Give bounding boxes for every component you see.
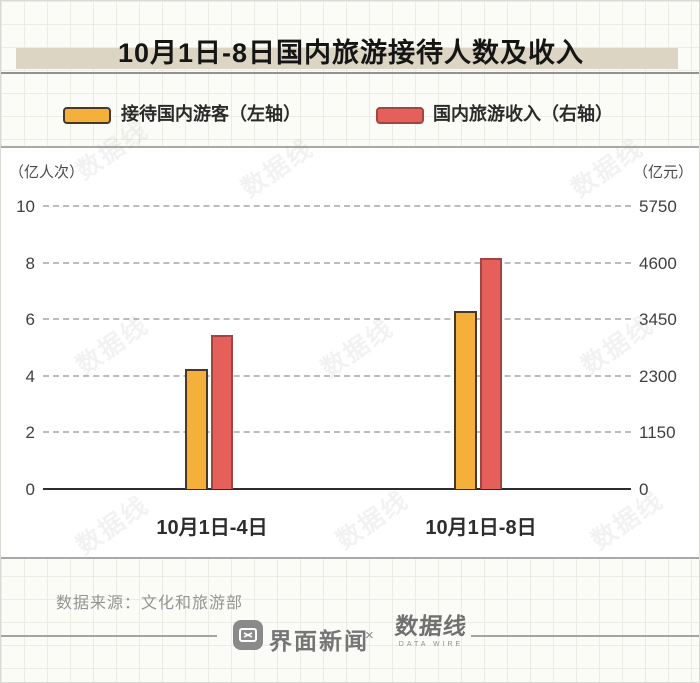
divider-below-chart bbox=[1, 557, 699, 559]
right-axis-tick-3450: 3450 bbox=[639, 310, 677, 330]
left-axis-tick-0: 0 bbox=[25, 480, 35, 499]
jiemian-news-logo-icon bbox=[233, 620, 263, 650]
gridline-10 bbox=[43, 205, 631, 207]
bar-visitors-group2 bbox=[454, 310, 477, 489]
left-axis-tick-6: 6 bbox=[25, 310, 35, 330]
legend-label-visitors: 接待国内游客（左轴） bbox=[121, 104, 301, 124]
category-label-2: 10月1日-8日 bbox=[425, 517, 537, 539]
bar-revenue-group1 bbox=[211, 335, 233, 489]
left-axis-unit-label: （亿人次） bbox=[9, 164, 85, 181]
footer-rule-right bbox=[471, 635, 699, 637]
right-axis-tick-5750: 5750 bbox=[639, 197, 677, 216]
datawire-logo: 数据线 DATA WIRE bbox=[393, 613, 469, 649]
bar-visitors-group1 bbox=[185, 368, 208, 489]
bar-revenue-group2 bbox=[480, 257, 502, 489]
chart-panel: （亿人次） （亿元） 0 2 4 6 8 10 0 1150 2300 3450 4600 5750 1… bbox=[1, 148, 699, 557]
collab-multiply-sign: × bbox=[365, 627, 374, 644]
datawire-wordmark: 数据线 bbox=[393, 613, 469, 639]
legend-label-revenue: 国内旅游收入（右轴） bbox=[433, 104, 613, 124]
right-axis-tick-4600: 4600 bbox=[639, 253, 677, 273]
gridline-4 bbox=[43, 374, 631, 377]
gridline-6 bbox=[43, 318, 631, 321]
gridline-8 bbox=[43, 261, 631, 264]
legend-swatch-revenue bbox=[376, 107, 424, 124]
x-axis-baseline bbox=[43, 488, 631, 490]
page-title: 10月1日-8日国内旅游接待人数及收入 bbox=[117, 38, 585, 68]
left-axis-tick-8: 8 bbox=[25, 253, 35, 273]
divider-under-title bbox=[1, 72, 699, 74]
right-axis-tick-0: 0 bbox=[639, 480, 649, 499]
datawire-subtitle: DATA WIRE bbox=[398, 641, 464, 649]
data-source-note: 数据来源：文化和旅游部 bbox=[56, 595, 244, 612]
left-axis-tick-2: 2 bbox=[25, 423, 35, 443]
right-axis-unit-label: （亿元） bbox=[632, 164, 693, 181]
left-axis-tick-4: 4 bbox=[25, 366, 35, 386]
legend-swatch-visitors bbox=[63, 107, 111, 124]
gridline-2 bbox=[43, 431, 631, 434]
jiemian-news-wordmark: 界面新闻 bbox=[269, 628, 369, 654]
right-axis-tick-1150: 1150 bbox=[639, 423, 676, 443]
divider-above-chart bbox=[1, 146, 699, 148]
right-axis-tick-2300: 2300 bbox=[639, 366, 677, 386]
category-label-1: 10月1日-4日 bbox=[156, 517, 268, 539]
footer-rule-left bbox=[1, 635, 217, 637]
title-highlight-band bbox=[16, 48, 678, 69]
left-axis-tick-10: 10 bbox=[16, 197, 35, 216]
